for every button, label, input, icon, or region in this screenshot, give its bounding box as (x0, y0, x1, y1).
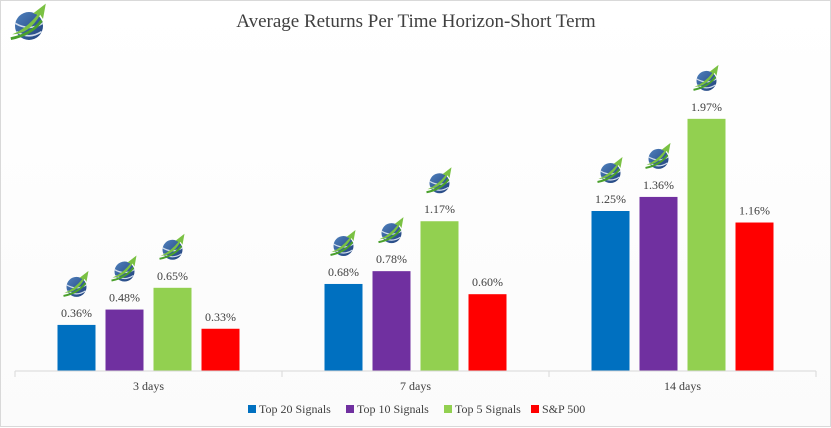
logo-icon (329, 228, 357, 257)
logo-icon (62, 269, 90, 298)
data-label: 0.65% (157, 269, 188, 283)
bar (639, 196, 678, 371)
data-label: 0.68% (328, 265, 359, 279)
bar (591, 211, 630, 371)
chart-title: Average Returns Per Time Horizon-Short T… (236, 11, 596, 32)
data-label: 0.33% (205, 310, 236, 324)
bar (735, 222, 774, 371)
logo-icon (644, 141, 672, 170)
legend-label: S&P 500 (542, 402, 585, 416)
legend-label: Top 20 Signals (259, 402, 331, 416)
data-label: 0.60% (472, 275, 503, 289)
data-label: 1.17% (424, 202, 455, 216)
data-label: 0.48% (109, 291, 140, 305)
data-label: 0.78% (376, 252, 407, 266)
data-label: 1.97% (691, 100, 722, 114)
data-label: 1.16% (739, 204, 770, 218)
x-tick-label: 3 days (133, 379, 164, 393)
logo-icon (692, 63, 720, 92)
legend-label: Top 5 Signals (455, 402, 521, 416)
legend-label: Top 10 Signals (357, 402, 429, 416)
data-label: 0.36% (61, 306, 92, 320)
legend-swatch (248, 405, 256, 413)
bar (153, 287, 192, 371)
bar (105, 309, 144, 371)
bar (372, 271, 411, 371)
bar (324, 283, 363, 371)
corner-logo-icon (9, 2, 48, 42)
bar (468, 294, 507, 371)
logo-icon (377, 216, 405, 245)
data-label: 1.25% (595, 192, 626, 206)
bar (420, 221, 459, 371)
legend-swatch (531, 405, 539, 413)
legend-swatch (444, 405, 452, 413)
data-label: 1.36% (643, 178, 674, 192)
x-tick-label: 14 days (664, 379, 701, 393)
plot-area: 0.36% 0.48% 0.65% 0.33% 0.68% 0.78% 1.17% 0.60%… (57, 63, 774, 371)
legend: Top 20 Signals Top 10 Signals Top 5 Signal… (248, 402, 585, 416)
bar (57, 324, 96, 371)
logo-icon (110, 254, 138, 283)
legend-swatch (346, 405, 354, 413)
logo-icon (596, 156, 624, 184)
logo-icon (158, 232, 186, 261)
logo-icon (425, 166, 453, 195)
x-tick-label: 7 days (400, 379, 431, 393)
bar (687, 118, 726, 371)
x-axis-ticks: 3 days 7 days 14 days (14, 371, 817, 393)
bar (201, 328, 240, 371)
